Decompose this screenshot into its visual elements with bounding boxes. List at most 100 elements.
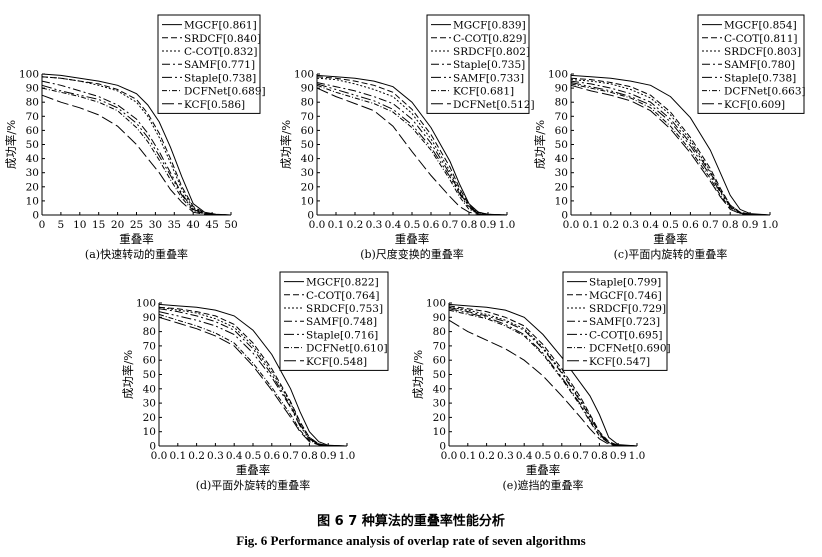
- x-tick-label: 40: [187, 219, 200, 231]
- y-tick-label: 20: [433, 412, 446, 424]
- y-tick-label: 60: [555, 125, 568, 137]
- y-axis-label: 成功率/%: [4, 120, 18, 169]
- y-tick-label: 70: [143, 340, 156, 352]
- legend-label: Staple[0.716]: [306, 329, 378, 341]
- x-tick-label: 0.7: [442, 219, 459, 231]
- y-tick-label: 40: [555, 153, 568, 165]
- legend-label: KCF[0.609]: [724, 99, 785, 111]
- series-line: [158, 308, 348, 447]
- x-tick-label: 0.7: [572, 450, 589, 462]
- legend-label: SRDCF[0.753]: [306, 303, 383, 315]
- y-axis-label: 成功率/%: [533, 120, 547, 169]
- series-line: [448, 309, 638, 447]
- y-axis-label: 成功率/%: [411, 350, 425, 399]
- x-tick-label: 0.5: [535, 450, 552, 462]
- series-line: [448, 303, 638, 447]
- series-line: [158, 316, 348, 447]
- y-tick-label: 70: [433, 340, 446, 352]
- x-tick-label: 0.9: [320, 450, 337, 462]
- x-tick-label: 15: [92, 219, 105, 231]
- x-tick-label: 0.2: [188, 450, 205, 462]
- x-tick-label: 0.4: [226, 450, 243, 462]
- x-tick-label: 1.0: [339, 450, 356, 462]
- y-tick-label: 100: [426, 298, 446, 310]
- x-tick-label: 5: [58, 219, 65, 231]
- y-axis-label: 成功率/%: [279, 120, 293, 169]
- y-tick-label: 90: [433, 312, 446, 324]
- legend-label: Staple[0.738]: [184, 72, 256, 84]
- series-line: [570, 84, 771, 216]
- legend-label: DCFNet[0.690]: [589, 343, 671, 355]
- y-tick-label: 0: [149, 441, 156, 453]
- series-line: [41, 76, 232, 216]
- legend-label: SAMF[0.733]: [453, 72, 524, 84]
- y-tick-label: 70: [555, 111, 568, 123]
- y-axis-label: 成功率/%: [121, 350, 135, 399]
- y-tick-label: 30: [26, 167, 39, 179]
- figure-caption-english: Fig. 6 Performance analysis of overlap r…: [236, 533, 586, 548]
- legend-label: SAMF[0.723]: [589, 316, 660, 328]
- x-tick-label: 0.2: [602, 219, 619, 231]
- x-tick-label: 0.6: [682, 219, 699, 231]
- x-tick-label: 45: [205, 219, 218, 231]
- x-tick-label: 25: [130, 219, 143, 231]
- x-tick-label: 0.1: [459, 450, 476, 462]
- panel-subtitle: (b)尺度变换的重叠率: [360, 247, 464, 261]
- series-line: [316, 84, 508, 216]
- legend-label: MGCF[0.861]: [184, 20, 257, 32]
- legend-label: Staple[0.799]: [589, 277, 661, 289]
- y-tick-label: 60: [143, 355, 156, 367]
- y-tick-label: 20: [555, 181, 568, 193]
- legend-label: KCF[0.586]: [184, 99, 245, 111]
- y-tick-label: 50: [555, 139, 568, 151]
- x-tick-label: 0.5: [404, 219, 421, 231]
- y-tick-label: 10: [143, 426, 156, 438]
- legend-label: SAMF[0.771]: [184, 59, 255, 71]
- x-tick-label: 0.4: [385, 219, 402, 231]
- series-line: [41, 84, 232, 216]
- legend-label: KCF[0.548]: [306, 356, 367, 368]
- x-tick-label: 0.1: [169, 450, 186, 462]
- legend-label: SRDCF[0.840]: [184, 33, 261, 45]
- y-tick-label: 90: [26, 83, 39, 95]
- x-tick-label: 0.1: [328, 219, 345, 231]
- y-tick-label: 90: [301, 83, 314, 95]
- legend-label: DCFNet[0.689]: [184, 86, 266, 98]
- legend-box: [279, 271, 389, 371]
- x-tick-label: 0.4: [516, 450, 533, 462]
- y-tick-label: 40: [433, 383, 446, 395]
- y-tick-label: 80: [301, 97, 314, 109]
- x-tick-label: 0.9: [742, 219, 759, 231]
- x-tick-label: 0.6: [263, 450, 280, 462]
- legend-label: Staple[0.738]: [724, 72, 796, 84]
- y-tick-label: 0: [307, 210, 314, 222]
- y-tick-label: 20: [301, 181, 314, 193]
- x-tick-label: 0.5: [245, 450, 262, 462]
- y-tick-label: 80: [433, 326, 446, 338]
- y-tick-label: 60: [433, 355, 446, 367]
- x-tick-label: 1.0: [499, 219, 516, 231]
- y-tick-label: 100: [19, 69, 39, 81]
- x-tick-label: 0.8: [591, 450, 608, 462]
- chart-panel-e: 0.0 0.1 0.2 0.3 0.4 0.5 0.6 0.7 0.8 0.9 1.0 0 10 20 30…: [411, 271, 671, 492]
- panel-subtitle: (c)平面内旋转的重叠率: [614, 247, 728, 261]
- y-tick-label: 80: [555, 97, 568, 109]
- legend-label: SRDCF[0.802]: [453, 46, 530, 58]
- chart-panel-c: 0.0 0.1 0.2 0.3 0.4 0.5 0.6 0.7 0.8 0.9 1.0 0 10 20 30…: [533, 14, 806, 261]
- legend-label: DCFNet[0.663]: [724, 86, 806, 98]
- y-tick-label: 0: [32, 210, 39, 222]
- x-tick-label: 0: [39, 219, 46, 231]
- y-tick-label: 100: [294, 69, 314, 81]
- x-tick-label: 0.3: [366, 219, 383, 231]
- series-line: [570, 83, 771, 216]
- y-tick-label: 20: [26, 181, 39, 193]
- x-axis-label: 重叠率: [119, 232, 154, 246]
- x-tick-label: 0.2: [347, 219, 364, 231]
- series-line: [316, 87, 508, 216]
- x-axis-label: 重叠率: [526, 463, 561, 477]
- x-tick-label: 0.0: [563, 219, 580, 231]
- y-tick-label: 50: [143, 369, 156, 381]
- y-tick-label: 0: [561, 210, 568, 222]
- y-tick-label: 10: [555, 195, 568, 207]
- y-tick-label: 50: [433, 369, 446, 381]
